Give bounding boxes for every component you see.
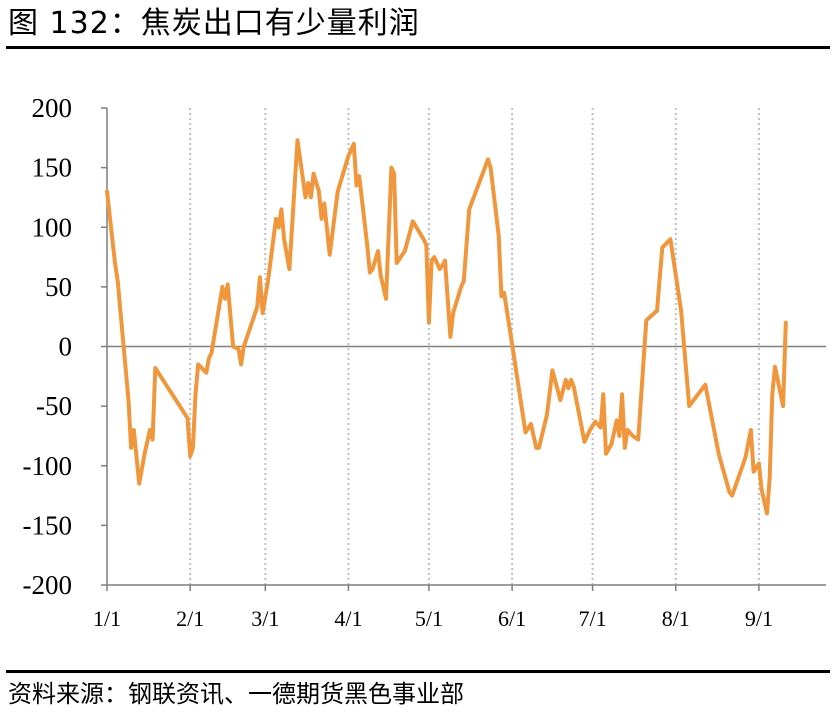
y-tick-label: 50 [45,272,72,302]
x-tick-label: 8/1 [662,606,690,631]
y-tick-label: 150 [32,153,73,183]
top-rule [6,46,830,49]
x-tick-label: 2/1 [176,606,204,631]
x-tick-label: 7/1 [579,606,607,631]
y-tick-label: 0 [59,332,73,362]
bottom-rule [6,670,830,673]
y-tick-label: -100 [23,451,73,481]
x-tick-label: 1/1 [93,606,121,631]
x-tick-label: 9/1 [745,606,773,631]
line-chart: -200 -150 -100 -50 0 50 100 150 200 1/1 2/1 3/1 4/1 5… [6,56,830,660]
y-tick-label: 200 [32,93,73,123]
x-tick-label: 4/1 [334,606,362,631]
y-tick-label: -150 [23,510,73,540]
axes [101,107,826,591]
figure-title: 图 132：焦炭出口有少量利润 [8,6,420,41]
line-chart-svg: -200 -150 -100 -50 0 50 100 150 200 1/1 2/1 3/1 4/1 5… [23,93,826,631]
series [105,138,788,516]
series-line [105,138,788,516]
x-tick-label: 5/1 [415,606,443,631]
y-tick-label: -50 [36,391,72,421]
x-tick-label: 3/1 [251,606,279,631]
y-tick-label: -200 [23,570,73,600]
source-note: 资料来源：钢联资讯、一德期货黑色事业部 [8,680,464,708]
tick-labels: -200 -150 -100 -50 0 50 100 150 200 1/1 2/1 3/1 4/1 5… [23,93,773,631]
y-tick-label: 100 [32,212,73,242]
x-tick-label: 6/1 [498,606,526,631]
